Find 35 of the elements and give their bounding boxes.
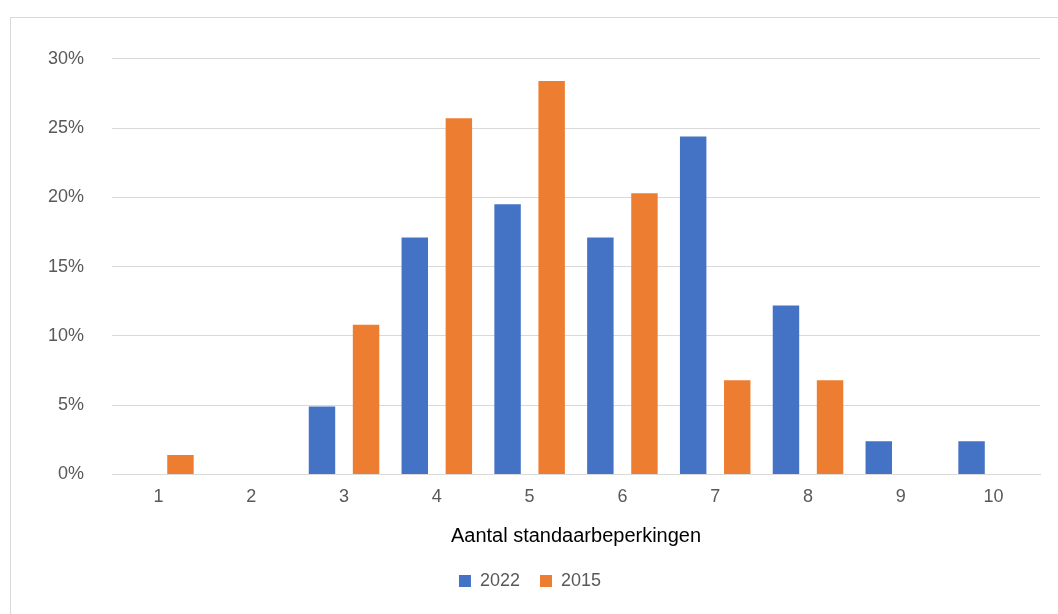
bar bbox=[958, 441, 985, 474]
legend-label: 2015 bbox=[561, 569, 602, 590]
x-tick-label: 1 bbox=[153, 486, 164, 507]
bar bbox=[865, 441, 892, 474]
y-tick-label: 20% bbox=[48, 186, 85, 207]
bar bbox=[167, 455, 194, 474]
y-tick-label: 25% bbox=[48, 117, 85, 138]
bar bbox=[816, 380, 844, 474]
bar bbox=[772, 305, 800, 474]
bar bbox=[401, 237, 428, 474]
bar bbox=[352, 324, 380, 474]
x-tick-label: 5 bbox=[524, 486, 535, 507]
y-tick-label: 30% bbox=[48, 47, 85, 68]
x-tick-label: 7 bbox=[710, 486, 721, 507]
bar bbox=[308, 406, 336, 474]
bar bbox=[724, 380, 751, 474]
y-tick-label: 5% bbox=[58, 394, 85, 415]
bar bbox=[587, 237, 614, 474]
x-tick-label: 2 bbox=[246, 486, 257, 507]
bar bbox=[538, 80, 565, 474]
bar bbox=[631, 193, 658, 474]
x-tick-label: 6 bbox=[617, 486, 628, 507]
legend-label: 2022 bbox=[479, 569, 520, 590]
y-tick-label: 10% bbox=[48, 324, 85, 345]
x-tick-label: 4 bbox=[431, 486, 442, 507]
x-tick-label: 3 bbox=[339, 486, 350, 507]
bar bbox=[679, 136, 707, 474]
bar bbox=[445, 118, 473, 474]
bar bbox=[494, 204, 521, 474]
y-tick-label: 0% bbox=[58, 463, 85, 484]
x-tick-label: 8 bbox=[803, 486, 814, 507]
x-tick-label: 10 bbox=[983, 486, 1004, 507]
x-tick-label: 9 bbox=[895, 486, 906, 507]
x-axis-title: Aantal standaarbeperkingen bbox=[450, 523, 702, 546]
y-tick-label: 15% bbox=[48, 255, 85, 276]
